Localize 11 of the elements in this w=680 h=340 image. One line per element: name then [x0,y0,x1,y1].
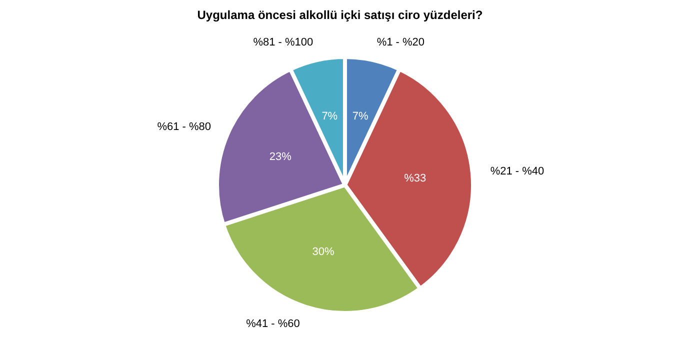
data-label: 23% [269,151,292,164]
data-label: 7% [322,110,338,122]
data-label: 30% [312,246,334,258]
data-label: 7% [352,110,369,122]
slice-label: %81 - %100 [253,36,314,49]
slice-label: %61 - %80 [157,121,212,134]
slice-label: %21 - %40 [490,165,544,178]
slice-label: %1 - %20 [376,36,425,49]
chart-title: Uygulama öncesi alkollü içki satışı ciro yüzdeleri? [196,8,484,22]
data-label: %33 [404,172,426,184]
slice-label: %41 - %60 [246,318,300,330]
